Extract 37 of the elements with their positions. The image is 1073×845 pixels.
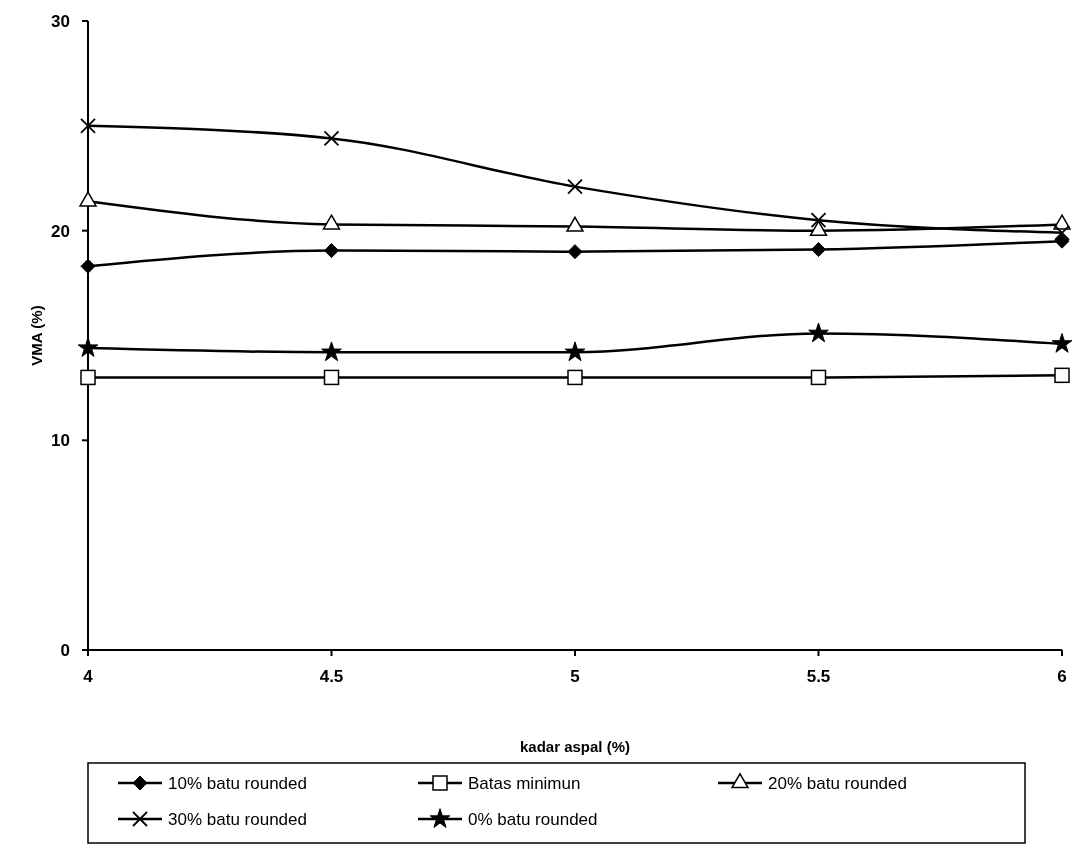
point xyxy=(809,220,828,237)
point xyxy=(324,243,339,259)
x-tick-label: 5 xyxy=(570,667,580,686)
point xyxy=(567,244,583,260)
y-tick-label: 0 xyxy=(60,640,70,660)
point xyxy=(1054,367,1070,384)
point xyxy=(567,369,583,386)
legend-label: Batas minimun xyxy=(468,773,581,793)
point xyxy=(323,130,340,147)
point xyxy=(567,178,583,195)
y-axis-title: VMA (%) xyxy=(28,305,45,366)
y-tick-label: 10 xyxy=(51,431,70,451)
x-axis-title: kadar aspal (%) xyxy=(519,738,631,755)
point xyxy=(1054,224,1070,241)
legend-label: 30% batu rounded xyxy=(168,809,307,829)
point xyxy=(808,322,829,343)
point xyxy=(77,337,99,357)
x-tick-label: 6 xyxy=(1057,667,1067,686)
point xyxy=(810,212,827,229)
point xyxy=(321,341,342,362)
x-tick-label: 5.5 xyxy=(806,667,831,686)
point xyxy=(80,369,96,386)
point xyxy=(810,369,827,386)
y-tick-label: 20 xyxy=(51,221,70,241)
legend-label: 0% batu rounded xyxy=(468,809,598,829)
legend-label: 20% batu rounded xyxy=(768,773,907,793)
legend-label: 10% batu rounded xyxy=(168,773,307,793)
y-tick-label: 30 xyxy=(51,11,70,31)
point xyxy=(811,242,826,258)
point xyxy=(80,258,96,274)
point xyxy=(80,117,96,134)
point xyxy=(1051,333,1073,353)
point xyxy=(323,369,340,386)
point xyxy=(564,341,586,362)
x-tick-label: 4 xyxy=(83,667,94,686)
x-tick-label: 4.5 xyxy=(319,667,344,686)
point xyxy=(1054,233,1070,249)
